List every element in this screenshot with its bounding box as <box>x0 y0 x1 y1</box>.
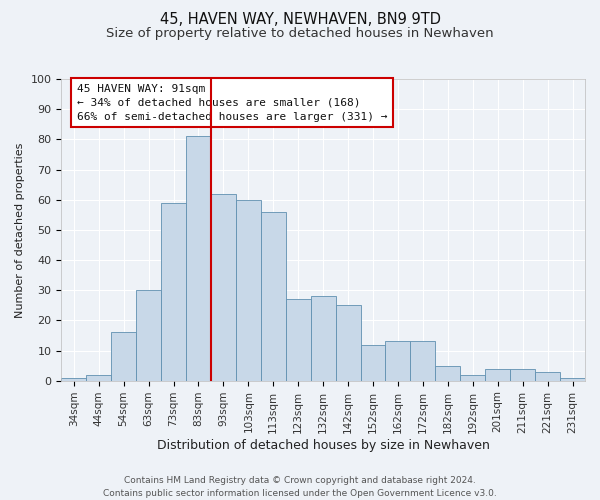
Bar <box>485 368 510 380</box>
Bar <box>211 194 236 380</box>
Bar <box>510 368 535 380</box>
Bar <box>311 296 335 380</box>
Bar <box>385 342 410 380</box>
Bar <box>535 372 560 380</box>
Bar <box>560 378 585 380</box>
Bar <box>111 332 136 380</box>
Y-axis label: Number of detached properties: Number of detached properties <box>15 142 25 318</box>
Bar <box>286 299 311 380</box>
Text: 45 HAVEN WAY: 91sqm
← 34% of detached houses are smaller (168)
66% of semi-detac: 45 HAVEN WAY: 91sqm ← 34% of detached ho… <box>77 84 388 122</box>
Bar <box>186 136 211 380</box>
Bar <box>410 342 436 380</box>
Text: 45, HAVEN WAY, NEWHAVEN, BN9 9TD: 45, HAVEN WAY, NEWHAVEN, BN9 9TD <box>160 12 440 28</box>
Bar <box>261 212 286 380</box>
Bar <box>86 374 111 380</box>
Bar <box>335 306 361 380</box>
Bar <box>161 202 186 380</box>
Bar <box>436 366 460 380</box>
X-axis label: Distribution of detached houses by size in Newhaven: Distribution of detached houses by size … <box>157 440 490 452</box>
Bar <box>136 290 161 380</box>
Bar <box>361 344 385 380</box>
Bar <box>236 200 261 380</box>
Text: Size of property relative to detached houses in Newhaven: Size of property relative to detached ho… <box>106 28 494 40</box>
Text: Contains HM Land Registry data © Crown copyright and database right 2024.
Contai: Contains HM Land Registry data © Crown c… <box>103 476 497 498</box>
Bar <box>460 374 485 380</box>
Bar <box>61 378 86 380</box>
